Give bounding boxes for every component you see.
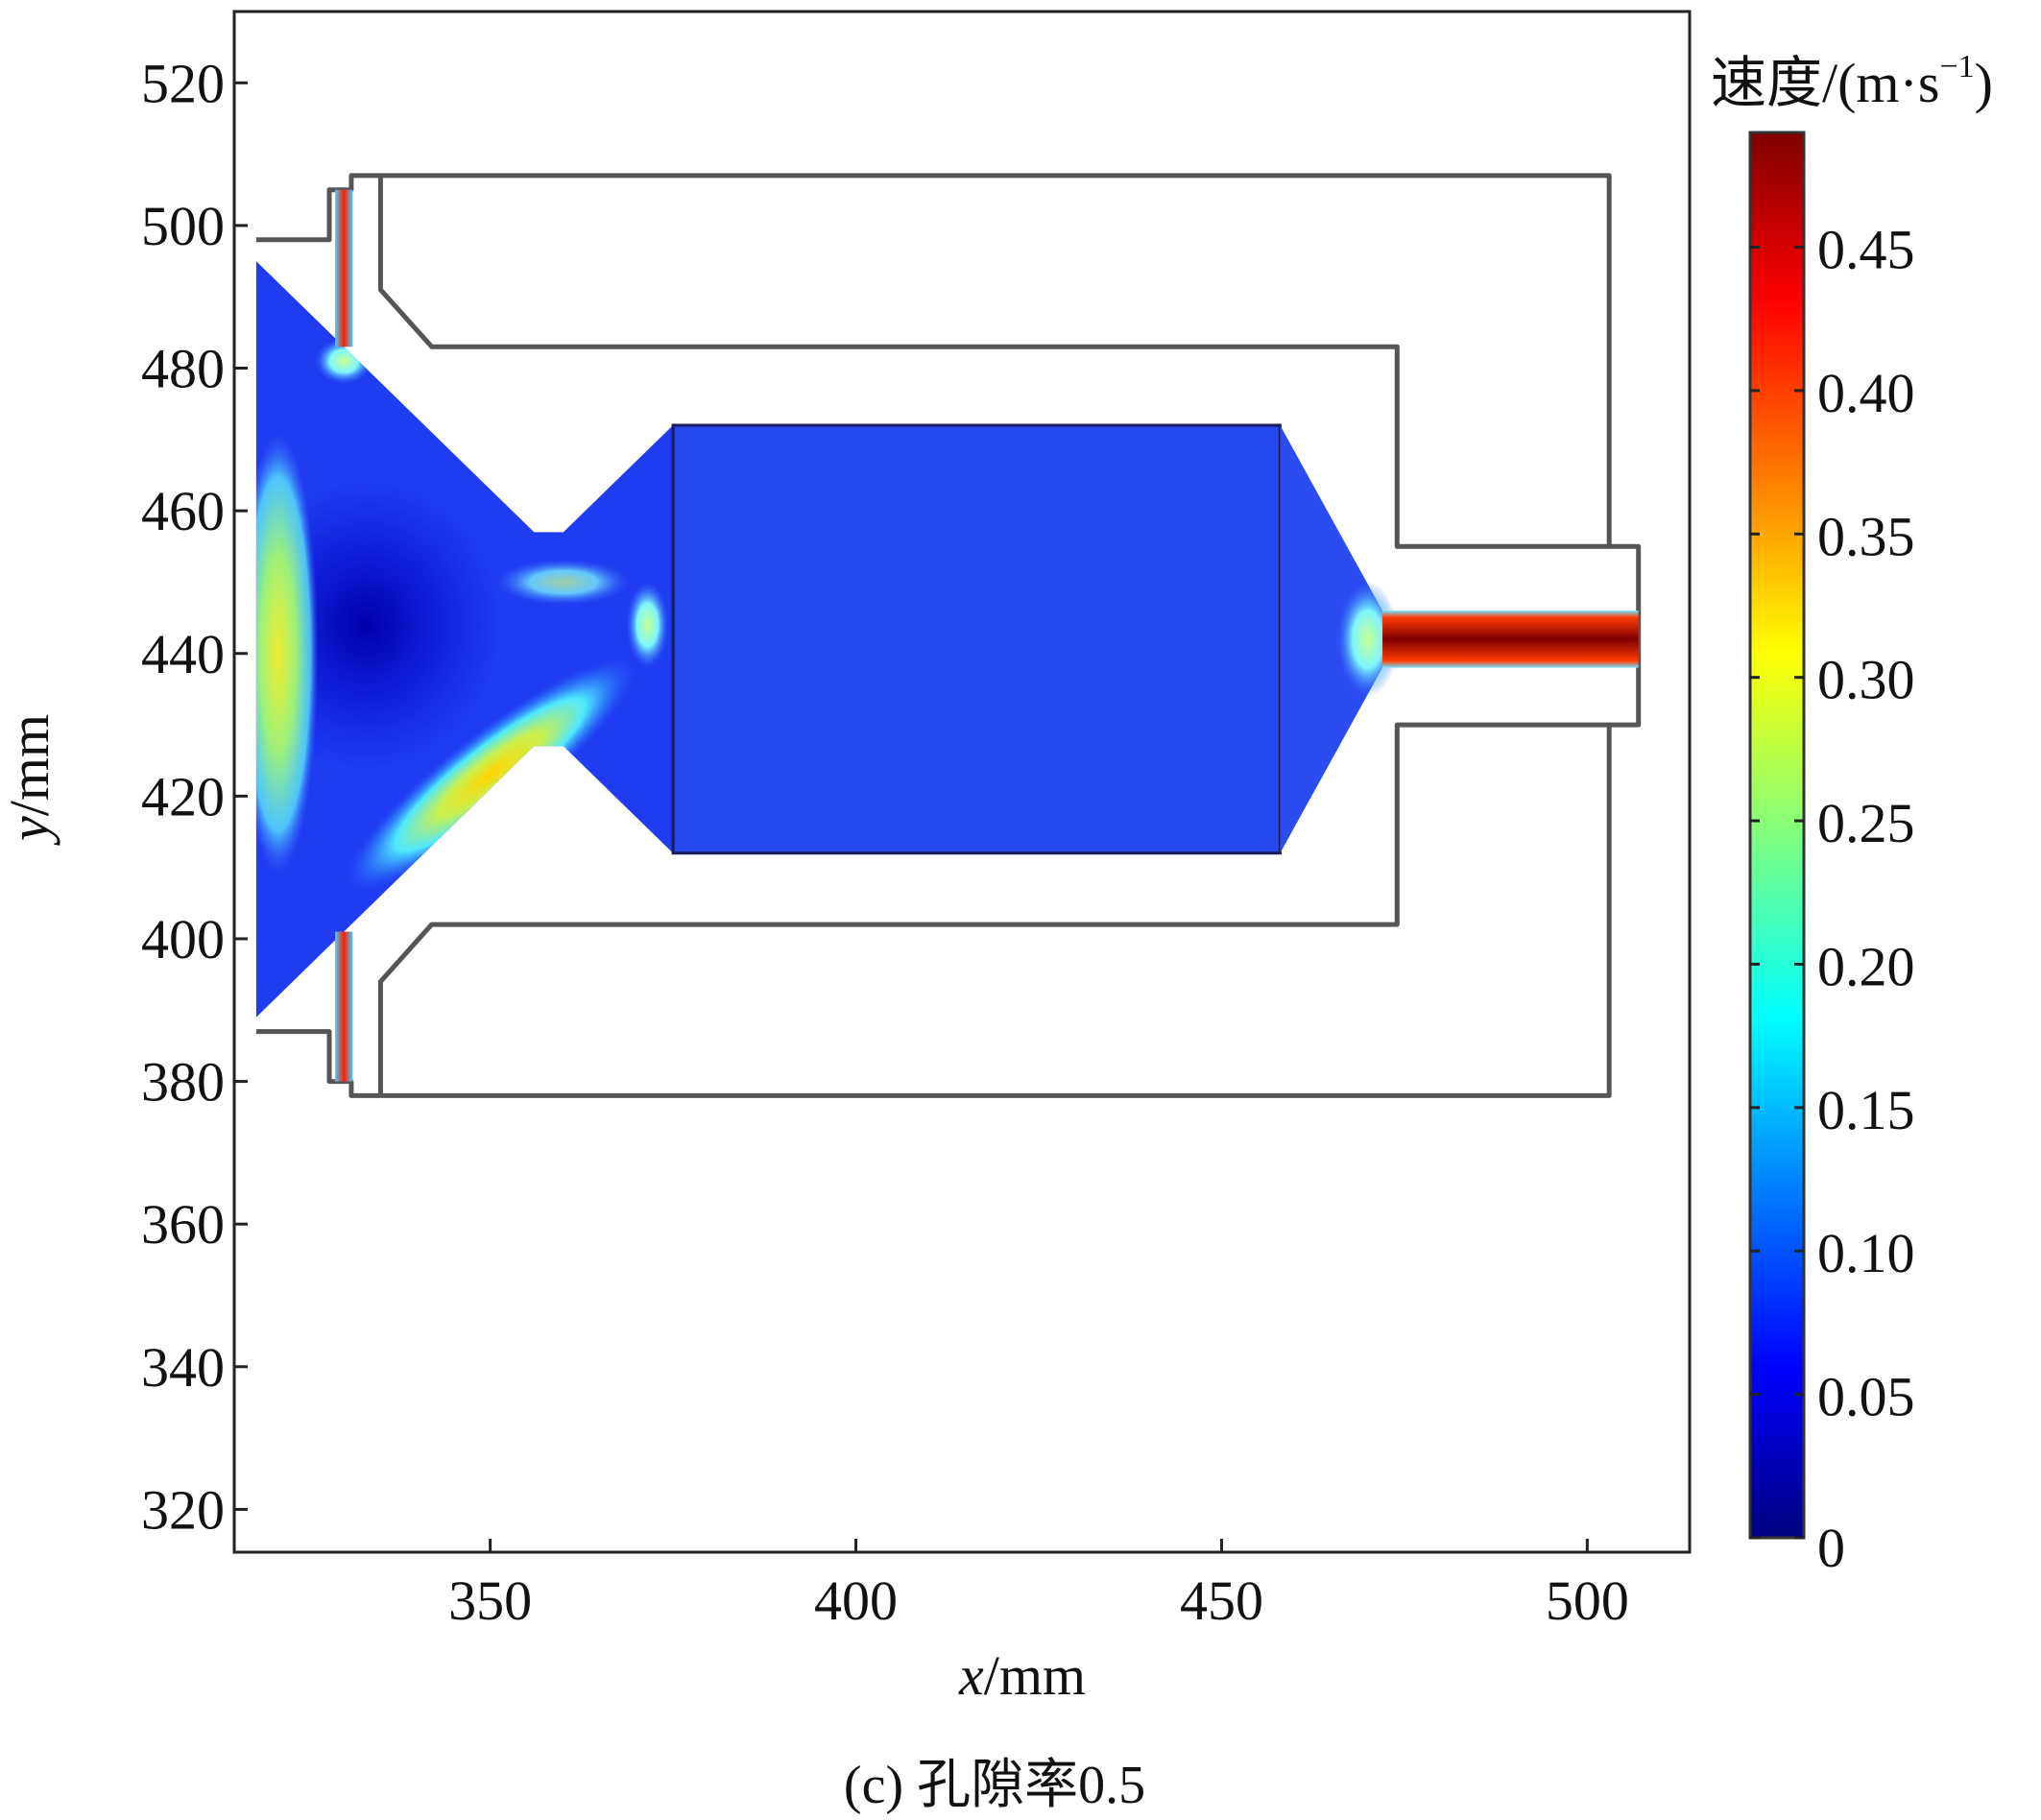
x-axis-title: x/mm xyxy=(958,1644,1086,1707)
y-tick-label: 400 xyxy=(141,908,225,970)
y-tick-label: 380 xyxy=(141,1051,225,1114)
outlet-cone-glow xyxy=(1336,581,1399,697)
geometry-outline xyxy=(255,173,1642,1098)
colorbar: 速度/(m·s−1) 0 0.05 0.10 0.15 0.20 0.25 0.30 0.35… xyxy=(1711,49,1993,1579)
colorbar-gradient xyxy=(1748,131,1806,1540)
colorbar-title: 速度/(m·s−1) xyxy=(1711,49,1993,114)
porous-core-block xyxy=(671,423,1282,855)
colorbar-tick-label: 0.05 xyxy=(1817,1366,1915,1428)
field-diagonal-jet xyxy=(344,658,636,893)
colorbar-ticks: 0 0.05 0.10 0.15 0.20 0.25 0.30 0.35 0.40 0.45 xyxy=(1750,219,1915,1579)
y-tick-label: 480 xyxy=(141,338,225,400)
x-tick-label: 400 xyxy=(814,1569,898,1632)
wall-segment-2 xyxy=(377,722,1610,1096)
x-axis-ticks: 350 400 450 500 xyxy=(448,1539,1629,1632)
field-throat-spot xyxy=(626,582,669,669)
wall-segment-3 xyxy=(255,1029,381,1098)
y-tick-label: 420 xyxy=(141,765,225,827)
colorbar-tick-label: 0.35 xyxy=(1817,505,1915,567)
field-inlet-band xyxy=(255,432,319,874)
wall-segment-1 xyxy=(377,175,1610,549)
outlet-pipe-flow xyxy=(1382,611,1639,668)
y-axis-title: y/mm xyxy=(0,714,60,846)
outlet-jet xyxy=(1382,611,1639,668)
inlet-slots xyxy=(335,189,353,1082)
y-tick-label: 320 xyxy=(141,1478,225,1541)
y-tick-label: 460 xyxy=(141,480,225,542)
y-tick-label: 440 xyxy=(141,623,225,685)
x-tick-label: 350 xyxy=(448,1569,532,1632)
colorbar-tick-label: 0.15 xyxy=(1817,1079,1915,1141)
colorbar-tick-label: 0.10 xyxy=(1817,1222,1915,1284)
y-tick-label: 520 xyxy=(141,52,225,114)
y-tick-label: 500 xyxy=(141,195,225,257)
outlet-cone xyxy=(1280,425,1382,853)
colorbar-tick-label: 0 xyxy=(1817,1517,1845,1579)
x-tick-label: 450 xyxy=(1180,1569,1263,1632)
wall-segment-0 xyxy=(255,173,1642,1098)
colorbar-tick-label: 0.30 xyxy=(1817,649,1915,711)
y-tick-label: 360 xyxy=(141,1193,225,1256)
colorbar-tick-label: 0.25 xyxy=(1817,792,1915,854)
bottom-inlet-slot xyxy=(335,931,353,1082)
top-inlet-slot xyxy=(335,189,353,347)
y-axis-ticks: 320 340 360 380 400 420 440 460 480 500 520 xyxy=(141,52,248,1541)
x-tick-label: 500 xyxy=(1546,1569,1629,1632)
field-throat-band xyxy=(495,559,631,606)
colorbar-tick-label: 0.20 xyxy=(1817,935,1915,997)
porous-core xyxy=(671,423,1399,855)
colorbar-tick-label: 0.45 xyxy=(1817,219,1915,281)
figure-caption: (c) 孔隙率0.5 xyxy=(844,1756,1145,1815)
colorbar-tick-label: 0.40 xyxy=(1817,362,1915,424)
y-tick-label: 340 xyxy=(141,1336,225,1399)
